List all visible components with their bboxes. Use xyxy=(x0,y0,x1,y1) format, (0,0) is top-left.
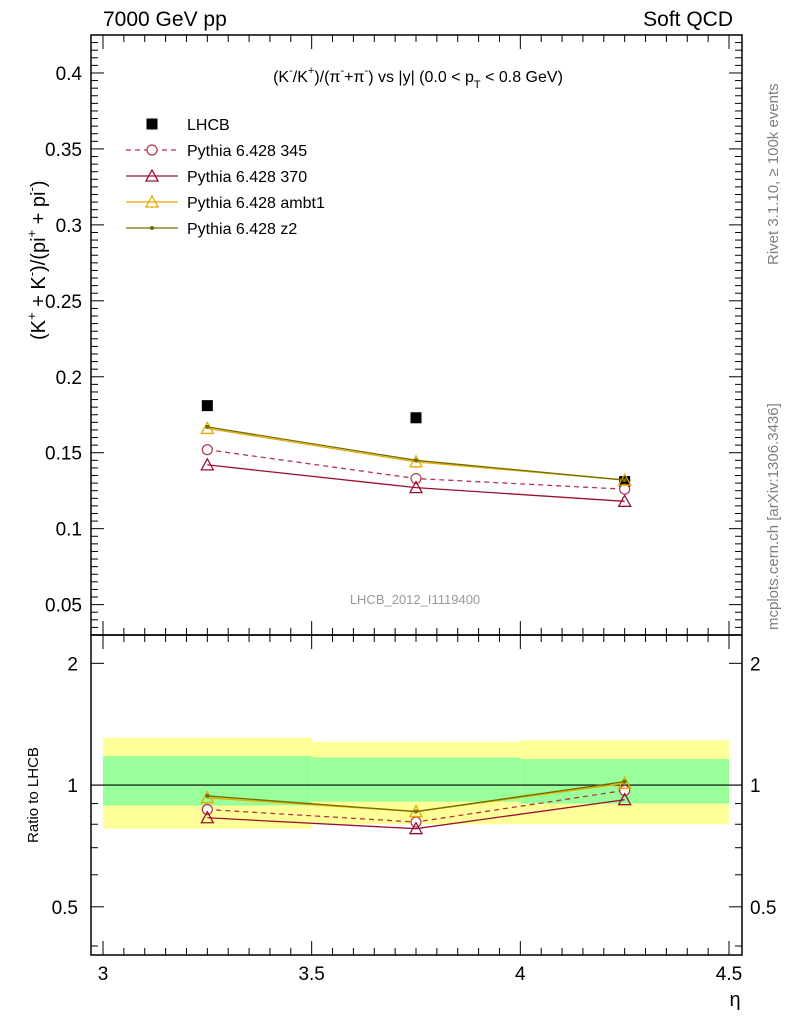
uncertainty-band-green xyxy=(311,757,521,802)
main-y-tick-label: 0.15 xyxy=(45,444,82,465)
ratio-y-tick-label: 2 xyxy=(67,654,78,675)
ratio-point-3 xyxy=(622,779,627,784)
legend-marker-3 xyxy=(144,194,160,208)
legend-label-2: Pythia 6.428 370 xyxy=(187,169,307,186)
energy-label: 7000 GeV pp xyxy=(103,8,227,31)
x-tick-label: 4.5 xyxy=(716,964,742,985)
legend-label-0: LHCB xyxy=(187,117,230,134)
series-point-2 xyxy=(200,457,215,471)
series-point-2 xyxy=(408,480,424,494)
ratio-y-tick-label: 0.5 xyxy=(52,898,78,919)
ratio-point-0 xyxy=(201,803,213,816)
main-y-tick-label: 0.05 xyxy=(45,596,82,617)
ratio-y-tick-label-right: 0.5 xyxy=(750,898,776,919)
main-y-tick-label: 0.3 xyxy=(56,216,82,237)
main-y-tick-label: 0.2 xyxy=(56,368,82,389)
series-point-0 xyxy=(201,400,213,412)
series-point-1 xyxy=(410,472,422,485)
series-point-0 xyxy=(410,412,422,424)
series-point-1 xyxy=(201,444,213,456)
x-tick-label: 3 xyxy=(98,964,109,985)
legend-label-1: Pythia 6.428 345 xyxy=(187,143,307,160)
series-point-3 xyxy=(408,454,424,468)
ratio-point-1 xyxy=(200,810,215,824)
ratio-point-2 xyxy=(617,775,632,789)
series-point-2 xyxy=(617,493,632,507)
analysis-watermark: LHCB_2012_I1119400 xyxy=(350,592,480,607)
series-line-2 xyxy=(207,464,625,502)
ratio-point-3 xyxy=(205,793,210,798)
ratio-y-axis-label: Ratio to LHCB xyxy=(25,747,42,843)
main-y-axis-label: (K+ + K-)/(pi+ + pi-) xyxy=(24,181,50,341)
ratio-point-1 xyxy=(617,792,632,806)
series-point-4 xyxy=(414,458,418,463)
x-tick-label: 4 xyxy=(515,964,526,985)
legend-marker-0 xyxy=(146,118,158,130)
legend-marker-4 xyxy=(150,226,154,230)
ratio-y-tick-label-right: 2 xyxy=(750,654,761,675)
ratio-point-2 xyxy=(200,790,215,804)
legend-label-4: Pythia 6.428 z2 xyxy=(187,221,297,238)
ratio-line-1 xyxy=(207,799,625,830)
ratio-y-tick-label: 1 xyxy=(67,776,78,797)
process-label: Soft QCD xyxy=(643,8,733,31)
main-y-tick-label: 0.35 xyxy=(45,140,82,161)
x-axis-label: η xyxy=(729,989,740,1011)
series-point-4 xyxy=(205,424,210,429)
main-y-tick-label: 0.25 xyxy=(45,292,82,313)
main-plot-title: (K-/K+)/(π-+π-) vs |y| (0.0 < pT < 0.8 G… xyxy=(273,65,563,91)
x-tick-label: 3.5 xyxy=(298,964,324,985)
legend-marker-1 xyxy=(146,144,158,156)
series-point-4 xyxy=(622,478,627,483)
legend-label-3: Pythia 6.428 ambt1 xyxy=(187,195,325,212)
main-y-tick-label: 0.4 xyxy=(56,64,83,85)
ratio-point-3 xyxy=(414,809,418,814)
main-y-tick-label: 0.1 xyxy=(56,520,82,541)
legend-marker-2 xyxy=(144,168,160,182)
ratio-y-tick-label-right: 1 xyxy=(750,776,761,797)
ratio-point-1 xyxy=(408,821,424,835)
